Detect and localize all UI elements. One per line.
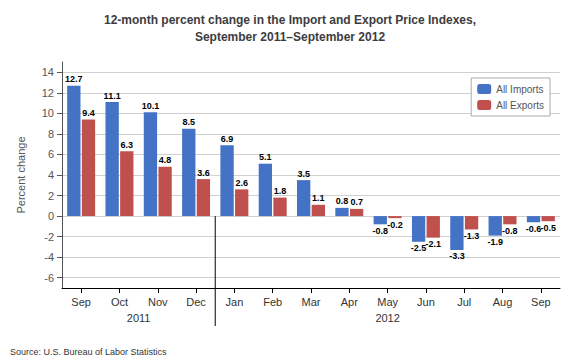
svg-text:Percent change: Percent change [15,136,27,213]
svg-text:6.3: 6.3 [121,140,134,150]
svg-text:All Imports: All Imports [496,84,543,95]
svg-text:9.4: 9.4 [82,108,95,118]
svg-text:2011: 2011 [127,312,151,324]
svg-text:-0.8: -0.8 [502,226,518,236]
svg-text:-1.9: -1.9 [487,237,503,247]
svg-text:10: 10 [42,107,54,119]
svg-text:May: May [377,296,398,308]
svg-text:1.1: 1.1 [312,193,325,203]
svg-text:12: 12 [42,87,54,99]
svg-text:-0.6: -0.6 [526,224,542,234]
svg-text:-0.8: -0.8 [373,226,389,236]
svg-text:-0.5: -0.5 [540,223,556,233]
svg-text:Jul: Jul [457,296,471,308]
svg-text:Mar: Mar [302,296,321,308]
svg-text:-2.5: -2.5 [411,243,427,253]
svg-text:0.7: 0.7 [350,197,363,207]
svg-text:0: 0 [48,210,54,222]
svg-text:-6: -6 [44,272,54,284]
svg-text:Jun: Jun [417,296,435,308]
svg-text:-0.2: -0.2 [387,220,403,230]
svg-text:1.8: 1.8 [274,186,287,196]
svg-text:6.9: 6.9 [221,134,234,144]
svg-text:Feb: Feb [263,296,282,308]
svg-text:12-month percent change in the: 12-month percent change in the Import an… [104,13,476,27]
svg-text:6: 6 [48,148,54,160]
svg-text:Dec: Dec [186,296,206,308]
svg-text:All Exports: All Exports [496,100,544,111]
svg-text:10.1: 10.1 [142,101,160,111]
svg-text:Nov: Nov [148,296,168,308]
svg-text:Jan: Jan [226,296,244,308]
svg-text:14: 14 [42,66,54,78]
svg-text:-3.3: -3.3 [449,251,465,261]
svg-text:-2.1: -2.1 [425,239,441,249]
svg-text:0.8: 0.8 [336,196,349,206]
svg-text:12.7: 12.7 [65,74,83,84]
svg-text:-4: -4 [44,251,54,263]
svg-text:Aug: Aug [493,296,513,308]
svg-text:2: 2 [48,190,54,202]
svg-text:September 2011–September 2012: September 2011–September 2012 [195,30,385,44]
svg-text:-1.3: -1.3 [464,231,480,241]
svg-text:Sep: Sep [71,296,91,308]
svg-text:11.1: 11.1 [104,91,121,101]
svg-text:8: 8 [48,128,54,140]
svg-text:Source: U.S. Bureau of Labor S: Source: U.S. Bureau of Labor Statistics [10,347,167,357]
svg-text:8.5: 8.5 [182,117,195,127]
svg-text:4: 4 [48,169,54,181]
svg-text:-2: -2 [44,231,54,243]
svg-text:Apr: Apr [341,296,358,308]
svg-text:Oct: Oct [111,296,128,308]
svg-text:3.5: 3.5 [297,169,310,179]
svg-text:Sep: Sep [531,296,551,308]
svg-text:3.6: 3.6 [197,168,210,178]
svg-text:2.6: 2.6 [235,178,248,188]
svg-text:2012: 2012 [375,312,399,324]
svg-text:5.1: 5.1 [259,152,272,162]
svg-text:4.8: 4.8 [159,155,172,165]
